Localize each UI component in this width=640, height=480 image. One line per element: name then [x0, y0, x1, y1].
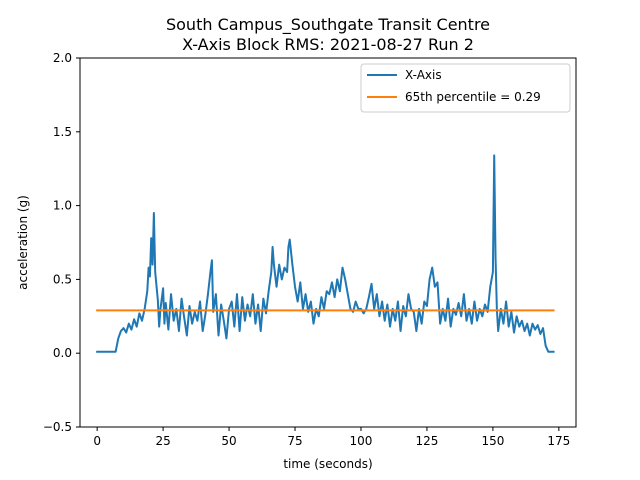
legend-label-x-axis: X-Axis [405, 68, 442, 82]
x-tick-label: 25 [155, 434, 170, 448]
y-axis-ticks: −0.5 0.0 0.5 1.0 1.5 2.0 [43, 51, 80, 434]
chart-title: South Campus_Southgate Transit Centre [166, 15, 490, 35]
x-tick-label: 100 [350, 434, 373, 448]
legend-label-percentile: 65th percentile = 0.29 [405, 90, 541, 104]
x-axis-label: time (seconds) [283, 457, 372, 471]
y-tick-label: 0.5 [53, 272, 72, 286]
y-tick-label: −0.5 [43, 420, 72, 434]
series-layer [96, 154, 555, 353]
plot-area [79, 57, 577, 428]
y-tick-label: 1.5 [53, 125, 72, 139]
chart-subtitle: X-Axis Block RMS: 2021-08-27 Run 2 [182, 35, 474, 54]
x-tick-label: 75 [287, 434, 302, 448]
plot-frame [79, 57, 577, 428]
x-tick-label: 0 [93, 434, 101, 448]
y-tick-label: 0.0 [53, 346, 72, 360]
x-tick-label: 150 [481, 434, 504, 448]
legend: X-Axis 65th percentile = 0.29 [360, 63, 571, 113]
series-line-x-axis [96, 154, 555, 353]
x-tick-label: 125 [415, 434, 438, 448]
y-tick-label: 2.0 [53, 51, 72, 65]
y-axis-label: acceleration (g) [16, 195, 30, 290]
x-tick-label: 50 [221, 434, 236, 448]
x-tick-label: 175 [547, 434, 570, 448]
y-tick-label: 1.0 [53, 199, 72, 213]
legend-box [360, 63, 571, 113]
x-axis-ticks: 0 25 50 75 100 125 150 175 [93, 427, 570, 448]
